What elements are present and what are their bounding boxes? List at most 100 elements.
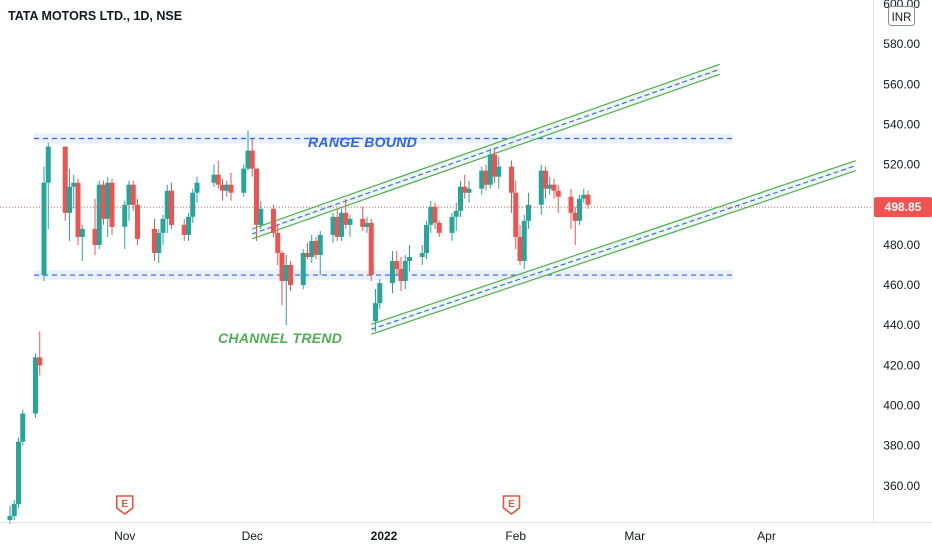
candle-body: [462, 186, 468, 193]
candle-down: [101, 180, 106, 225]
x-tick-label: Mar: [624, 529, 645, 543]
candle-body: [390, 261, 395, 284]
candle-body: [424, 224, 429, 253]
candle-up: [96, 180, 102, 249]
candle-body: [449, 216, 455, 233]
candle-body: [509, 166, 514, 193]
candle-up: [283, 254, 289, 326]
candle-up: [496, 156, 502, 189]
candle-up: [164, 184, 170, 233]
candle-body: [271, 208, 276, 233]
y-tick-label: 580.00: [883, 37, 920, 51]
candle-down: [92, 198, 98, 255]
candle-up: [224, 180, 230, 197]
candle-body: [453, 210, 459, 217]
x-tick-label: Dec: [242, 529, 263, 543]
candle-body: [394, 261, 400, 270]
candle-down: [513, 180, 519, 249]
candle-body: [96, 184, 102, 245]
candle-down: [275, 224, 281, 266]
candle-body: [224, 184, 230, 191]
candle-up: [160, 214, 166, 245]
candle-body: [458, 186, 463, 211]
candle-down: [483, 164, 489, 191]
candle-up: [33, 353, 38, 418]
x-axis[interactable]: Nov Dec 2022 Feb Mar Apr: [0, 522, 932, 544]
candle-up: [245, 130, 251, 171]
y-axis[interactable]: 600.00580.00560.00540.00520.00500.00480.…: [873, 0, 921, 522]
x-tick-label: 2022: [371, 529, 398, 543]
candle-down: [436, 220, 442, 237]
candle-body: [215, 174, 221, 185]
candle-down: [543, 166, 548, 199]
candle-body: [67, 186, 72, 213]
currency-badge-box[interactable]: [888, 6, 915, 26]
candle-down: [492, 148, 497, 183]
candle-body: [526, 204, 531, 221]
candle-body: [220, 184, 225, 191]
candle-body: [45, 146, 51, 183]
candle-up: [79, 224, 85, 261]
candle-up: [194, 176, 200, 203]
candle-body: [37, 357, 43, 366]
candle-body: [492, 154, 497, 177]
candle-down: [572, 206, 578, 245]
candle-body: [211, 174, 217, 183]
candle-up: [300, 248, 306, 290]
candle-up: [41, 166, 47, 282]
candles-layer: [0, 130, 873, 525]
candle-body: [428, 206, 434, 225]
last-price-tag-box: [874, 197, 932, 218]
candle-body: [407, 256, 412, 261]
candle-up: [428, 200, 434, 233]
candle-down: [62, 146, 68, 221]
candle-body: [538, 170, 544, 205]
candle-down: [152, 218, 157, 261]
candle-down: [37, 331, 43, 376]
candle-body: [496, 166, 502, 177]
channel-upper-edge-bottom: [252, 73, 720, 240]
candle-body: [572, 212, 578, 221]
candle-body: [71, 182, 77, 187]
candle-down: [368, 218, 374, 282]
x-tick-label: Nov: [114, 529, 135, 543]
candle-up: [466, 180, 472, 203]
candle-down: [169, 182, 174, 229]
candle-down: [254, 168, 259, 241]
candle-body: [194, 182, 200, 193]
y-tick-label: 460.00: [883, 278, 920, 292]
candle-down: [288, 261, 293, 292]
candle-up: [11, 499, 17, 520]
candle-up: [122, 200, 128, 249]
candle-body: [555, 190, 561, 197]
candle-up: [71, 174, 77, 209]
range-bound-layer: [34, 133, 733, 281]
candle-body: [483, 170, 489, 185]
candle-body: [228, 184, 234, 193]
candle-down: [249, 138, 255, 177]
candle-up: [330, 212, 336, 243]
candle-body: [160, 218, 166, 233]
candle-up: [45, 142, 51, 229]
currency-badge[interactable]: INR: [888, 6, 915, 26]
candle-body: [75, 182, 81, 237]
candle-up: [347, 214, 353, 237]
candle-down: [228, 172, 234, 201]
candle-body: [122, 204, 128, 227]
y-tick-label: 520.00: [883, 158, 920, 172]
candle-body: [305, 252, 310, 257]
candle-body: [466, 188, 472, 193]
candle-up: [521, 214, 527, 270]
candle-body: [279, 252, 285, 282]
candle-down: [334, 208, 340, 241]
candle-body: [101, 184, 106, 219]
candle-down: [313, 236, 319, 259]
candle-body: [551, 184, 557, 191]
currency-badge-text: INR: [892, 12, 912, 24]
candle-body: [419, 252, 425, 257]
candle-body: [317, 234, 323, 255]
candle-up: [419, 244, 425, 266]
candle-body: [152, 228, 157, 253]
